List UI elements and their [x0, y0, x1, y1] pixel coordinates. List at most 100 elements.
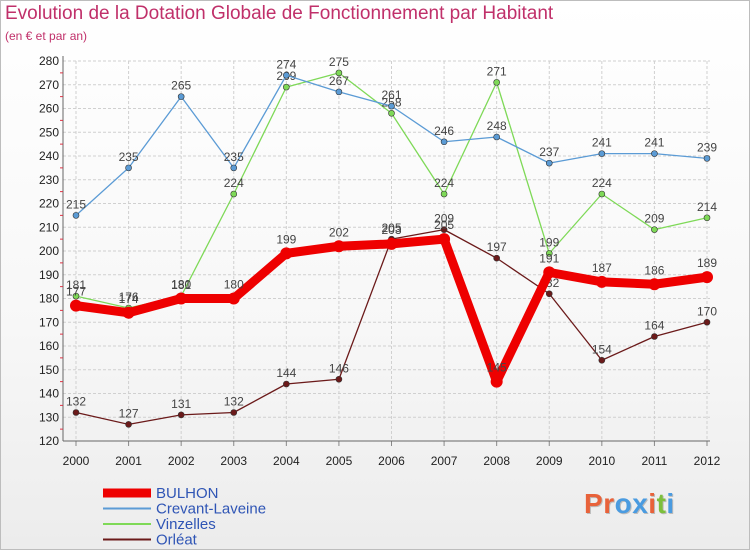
x-tick-label: 2000: [63, 454, 90, 468]
y-tick-label: 170: [39, 315, 59, 329]
data-point-crevant-laveine: [335, 88, 343, 96]
data-point-orl-at: [283, 380, 290, 388]
data-label-vinzelles: 224: [434, 176, 454, 190]
data-label-crevant-laveine: 237: [539, 145, 559, 159]
data-point-bulhon: [280, 247, 293, 260]
x-tick-label: 2004: [273, 454, 300, 468]
data-point-bulhon: [227, 292, 240, 305]
data-point-bulhon: [438, 233, 451, 246]
x-tick-label: 2006: [378, 454, 405, 468]
data-label-orl-at: 197: [487, 240, 507, 254]
data-point-orl-at: [177, 411, 185, 419]
y-tick-label: 280: [39, 54, 59, 68]
y-tick-label: 220: [39, 197, 59, 211]
data-point-crevant-laveine: [177, 93, 185, 100]
proxiti-logo: Proxiti: [584, 488, 675, 520]
data-label-bulhon: 189: [697, 256, 717, 270]
data-point-orl-at: [72, 409, 80, 416]
data-label-bulhon: 180: [224, 278, 244, 292]
data-point-crevant-laveine: [493, 133, 500, 141]
x-tick-label: 2002: [168, 454, 195, 468]
data-label-vinzelles: 199: [539, 235, 559, 249]
data-label-bulhon: 199: [276, 232, 296, 246]
data-point-bulhon: [701, 271, 713, 284]
x-tick-label: 2012: [694, 454, 721, 468]
data-point-bulhon: [648, 278, 661, 291]
data-point-bulhon: [175, 292, 188, 305]
data-label-crevant-laveine: 265: [171, 79, 191, 93]
data-label-orl-at: 164: [644, 319, 664, 333]
data-label-crevant-laveine: 235: [224, 150, 244, 164]
data-label-orl-at: 146: [329, 361, 349, 375]
data-label-orl-at: 132: [66, 395, 86, 409]
data-point-bulhon: [385, 237, 398, 250]
x-tick-label: 2001: [115, 454, 142, 468]
data-point-vinzelles: [230, 190, 238, 198]
data-point-orl-at: [230, 409, 238, 416]
y-tick-label: 150: [39, 363, 59, 377]
data-point-crevant-laveine: [651, 150, 658, 157]
data-label-bulhon: 177: [66, 285, 86, 299]
data-label-crevant-laveine: 274: [276, 57, 296, 71]
data-label-vinzelles: 176: [119, 290, 139, 304]
data-label-bulhon: 145: [487, 361, 507, 375]
y-tick-label: 130: [39, 410, 59, 424]
y-tick-label: 200: [39, 244, 59, 258]
data-label-orl-at: 205: [381, 221, 401, 235]
logo-letter: P: [584, 488, 604, 519]
chart-subtitle: (en € et par an): [5, 29, 88, 43]
y-tick-label: 190: [39, 268, 59, 282]
x-tick-label: 2008: [483, 454, 510, 468]
data-label-vinzelles: 275: [329, 55, 349, 69]
data-label-bulhon: 180: [171, 278, 191, 292]
data-point-bulhon: [332, 240, 345, 253]
data-point-orl-at: [440, 226, 448, 233]
data-label-orl-at: 170: [697, 304, 717, 318]
data-point-vinzelles: [283, 83, 290, 91]
x-tick-label: 2011: [642, 454, 668, 468]
data-label-crevant-laveine: 215: [66, 197, 86, 211]
legend-label-crevant-laveine: Crevant-Laveine: [156, 501, 266, 518]
logo-letter: t: [656, 488, 667, 519]
data-label-orl-at: 209: [434, 212, 454, 226]
data-point-vinzelles: [440, 190, 448, 198]
data-point-bulhon: [122, 306, 135, 319]
data-point-vinzelles: [335, 69, 343, 77]
y-tick-label: 240: [39, 149, 59, 163]
data-label-bulhon: 191: [539, 251, 559, 265]
data-point-bulhon: [70, 299, 82, 312]
data-label-orl-at: 154: [592, 342, 612, 356]
data-point-bulhon: [543, 266, 556, 279]
data-point-crevant-laveine: [388, 102, 395, 110]
data-label-bulhon: 186: [644, 263, 664, 277]
y-tick-label: 180: [39, 292, 59, 306]
data-label-vinzelles: 224: [224, 176, 244, 190]
data-label-crevant-laveine: 248: [487, 119, 507, 133]
data-point-vinzelles: [545, 250, 553, 257]
data-label-crevant-laveine: 239: [697, 140, 717, 154]
y-tick-label: 260: [39, 102, 59, 116]
data-label-bulhon: 174: [119, 292, 139, 306]
x-tick-label: 2003: [220, 454, 247, 468]
data-point-crevant-laveine: [545, 159, 553, 167]
data-point-vinzelles: [703, 214, 711, 222]
y-tick-label: 230: [39, 173, 59, 187]
data-point-orl-at: [493, 254, 500, 262]
data-label-vinzelles: 181: [66, 278, 86, 292]
data-label-vinzelles: 214: [697, 200, 717, 214]
data-point-crevant-laveine: [230, 164, 238, 172]
y-tick-label: 120: [39, 434, 59, 448]
logo-letter: x: [632, 488, 649, 519]
data-point-orl-at: [703, 318, 711, 326]
data-point-bulhon: [595, 275, 608, 288]
x-tick-label: 2005: [326, 454, 353, 468]
data-label-orl-at: 144: [276, 366, 296, 380]
data-label-bulhon: 187: [592, 261, 612, 275]
legend-label-vinzelles: Vinzelles: [156, 516, 216, 533]
data-point-orl-at: [651, 333, 658, 340]
data-point-crevant-laveine: [125, 164, 132, 172]
data-point-vinzelles: [72, 292, 80, 300]
chart-title: Evolution de la Dotation Globale de Fonc…: [5, 3, 554, 24]
data-label-orl-at: 132: [224, 395, 244, 409]
